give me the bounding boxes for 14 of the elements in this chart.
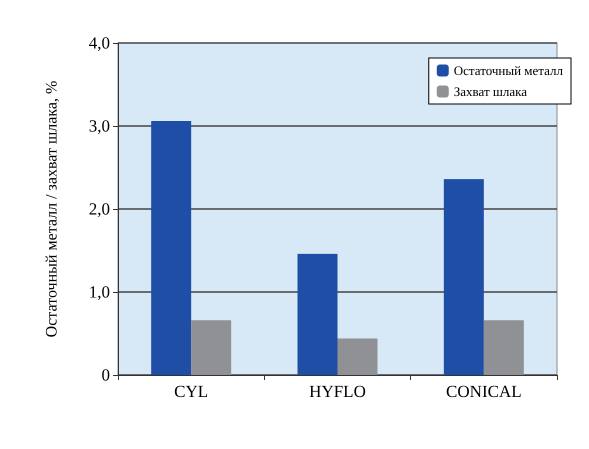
y-axis-title: Остаточный металл / захват шлака, % — [44, 80, 60, 338]
bar — [151, 121, 192, 375]
legend-label: Захват шлака — [454, 84, 528, 99]
y-tick-label: 0 — [102, 366, 110, 384]
x-tick-label: HYFLO — [309, 382, 366, 401]
y-tick-label: 3,0 — [88, 116, 110, 136]
y-tick-label: 4,0 — [88, 34, 110, 52]
legend-label: Остаточный металл — [454, 63, 564, 78]
x-tick-label: CYL — [174, 382, 208, 401]
y-tick-label: 2,0 — [88, 200, 110, 218]
x-tick-label: CONICAL — [446, 382, 522, 401]
y-tick-label: 1,0 — [88, 282, 110, 302]
bar — [298, 254, 338, 375]
bar — [444, 179, 484, 375]
